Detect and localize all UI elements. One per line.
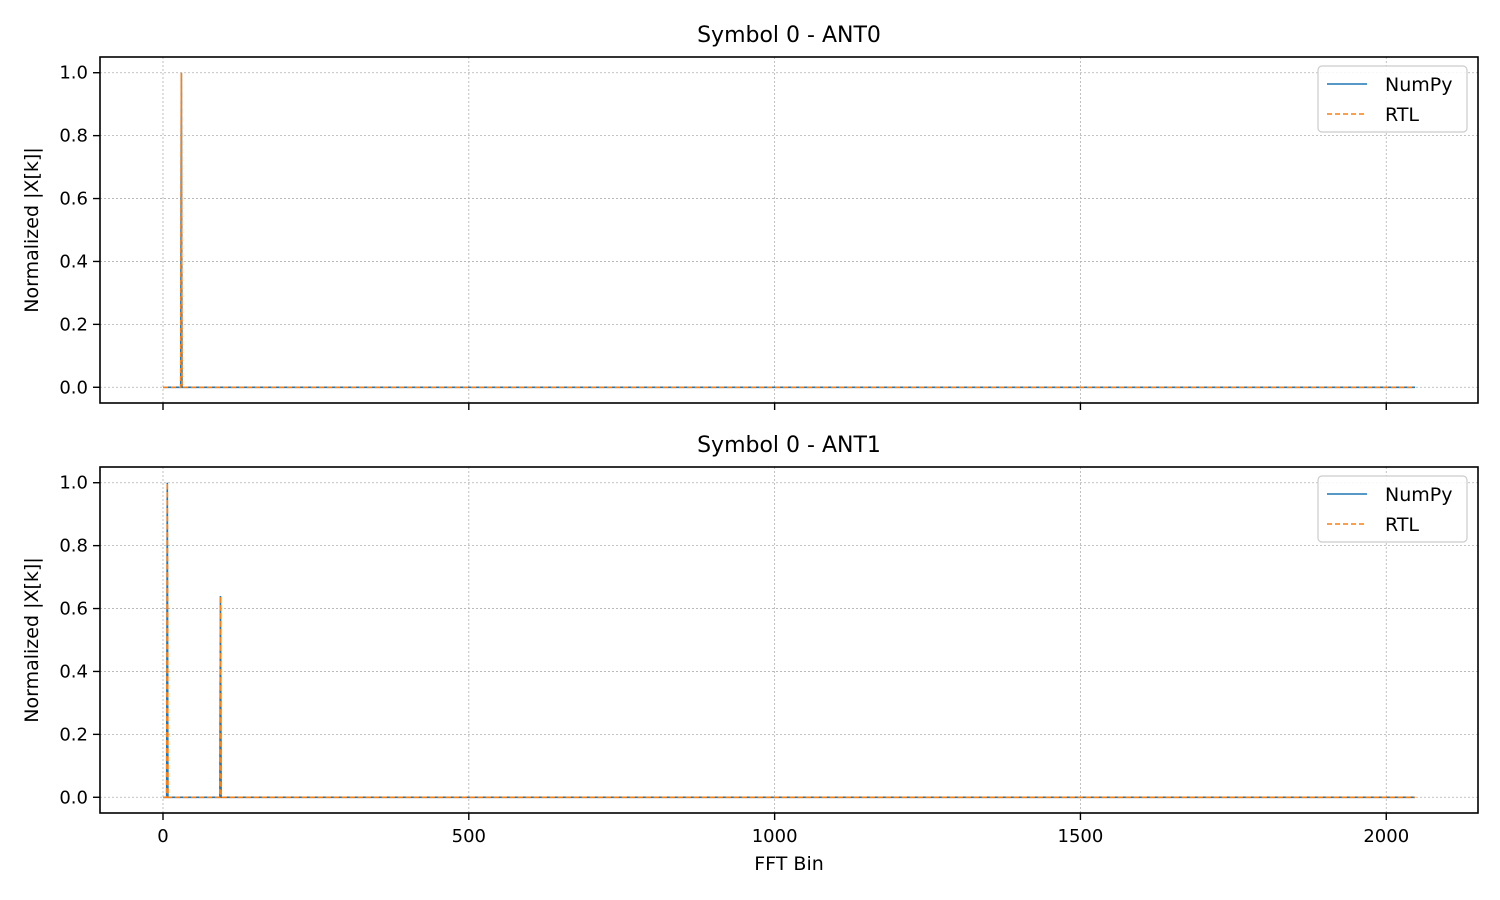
- legend-box: [1317, 475, 1468, 543]
- legend-label: RTL: [1385, 514, 1419, 536]
- y-tick-label: 0.4: [59, 251, 88, 272]
- legend-label: NumPy: [1385, 484, 1452, 506]
- y-tick-label: 0.2: [59, 724, 88, 745]
- y-axis-label: Normalized |X[k]|: [21, 557, 43, 722]
- chart-panel-ant1: Symbol 0 - ANT1 Normalized |X[k]| 0 500 10…: [21, 433, 1479, 875]
- y-tick-label: 1.0: [59, 473, 88, 494]
- x-tick-label: 0: [157, 826, 168, 847]
- x-tick-label: 1500: [1058, 826, 1104, 847]
- x-axis-label: FFT Bin: [754, 853, 824, 875]
- legend-box: [1317, 65, 1468, 133]
- y-tick-label: 0.8: [59, 536, 88, 557]
- plot-area: 0 500 1000 1500 2000 0.0 0.2 0.4 0.6 0.8 1.0 NumPy R…: [59, 466, 1479, 847]
- y-tick-label: 0.0: [59, 787, 88, 808]
- x-tick-label: 500: [452, 826, 486, 847]
- legend: NumPy RTL: [1317, 475, 1468, 543]
- axes-frame: [99, 56, 1479, 404]
- chart-title: Symbol 0 - ANT1: [697, 433, 881, 458]
- axes-frame: [99, 466, 1479, 814]
- y-tick-label: 0.6: [59, 189, 88, 210]
- y-tick-label: 1.0: [59, 63, 88, 84]
- legend-label: NumPy: [1385, 74, 1452, 96]
- y-tick-label: 0.8: [59, 126, 88, 147]
- x-tick-label: 2000: [1363, 826, 1409, 847]
- chart-title: Symbol 0 - ANT0: [697, 23, 881, 48]
- y-axis-label: Normalized |X[k]|: [21, 147, 43, 312]
- y-tick-label: 0.0: [59, 377, 88, 398]
- y-tick-label: 0.6: [59, 599, 88, 620]
- series-line-rtl: [163, 72, 1415, 389]
- plot-area: 0.0 0.2 0.4 0.6 0.8 1.0 NumPy RTL: [59, 56, 1479, 410]
- y-tick-label: 0.4: [59, 661, 88, 682]
- series-line-rtl: [163, 482, 1415, 799]
- chart-panel-ant0: Symbol 0 - ANT0 Normalized |X[k]| 0.0 0.2…: [21, 23, 1479, 410]
- legend-label: RTL: [1385, 104, 1419, 126]
- y-tick-label: 0.2: [59, 314, 88, 335]
- legend: NumPy RTL: [1317, 65, 1468, 133]
- x-tick-label: 1000: [752, 826, 798, 847]
